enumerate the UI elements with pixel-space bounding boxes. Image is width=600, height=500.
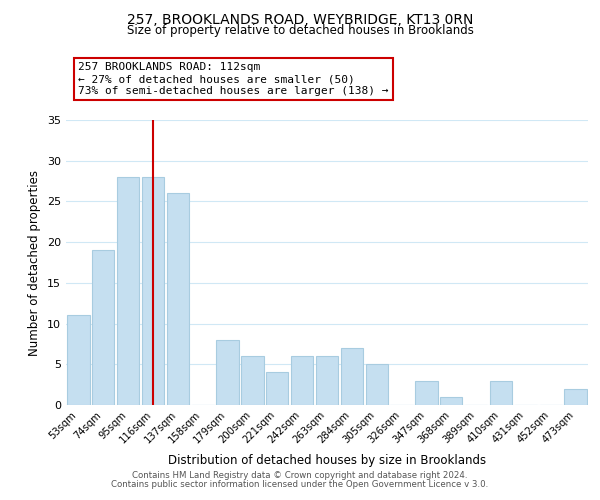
Bar (490, 380, 512, 405)
Bar (565, 388, 587, 405)
Bar (92, 250, 115, 405)
Text: 257, BROOKLANDS ROAD, WEYBRIDGE, KT13 0RN: 257, BROOKLANDS ROAD, WEYBRIDGE, KT13 0R… (127, 12, 473, 26)
Bar (316, 356, 338, 405)
Bar (415, 380, 437, 405)
Bar (67, 316, 89, 405)
Bar (167, 194, 189, 405)
Bar (440, 397, 463, 405)
Bar (142, 177, 164, 405)
Bar (241, 356, 263, 405)
Bar (266, 372, 289, 405)
Y-axis label: Number of detached properties: Number of detached properties (28, 170, 41, 356)
Bar (117, 177, 139, 405)
Bar (341, 348, 363, 405)
X-axis label: Distribution of detached houses by size in Brooklands: Distribution of detached houses by size … (168, 454, 486, 467)
Bar (217, 340, 239, 405)
Text: Contains HM Land Registry data © Crown copyright and database right 2024.: Contains HM Land Registry data © Crown c… (132, 471, 468, 480)
Text: 257 BROOKLANDS ROAD: 112sqm
← 27% of detached houses are smaller (50)
73% of sem: 257 BROOKLANDS ROAD: 112sqm ← 27% of det… (78, 62, 389, 96)
Text: Contains public sector information licensed under the Open Government Licence v : Contains public sector information licen… (112, 480, 488, 489)
Bar (291, 356, 313, 405)
Bar (365, 364, 388, 405)
Text: Size of property relative to detached houses in Brooklands: Size of property relative to detached ho… (127, 24, 473, 37)
